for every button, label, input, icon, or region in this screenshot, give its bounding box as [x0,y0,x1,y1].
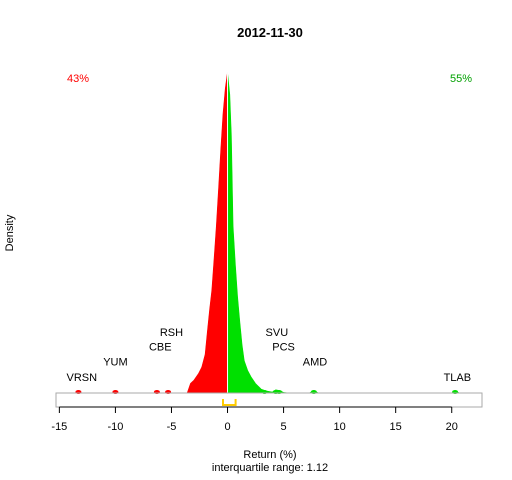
x-tick-label: -10 [107,421,123,433]
stock-label: PCS [272,341,295,353]
x-tick-label: 10 [334,421,346,433]
x-tick-label: -15 [51,421,67,433]
stock-labels: VRSN YUM CBE RSH SVU PCS AMD TLAB [67,327,472,384]
stock-label: CBE [149,341,172,353]
y-axis-label: Density [4,214,16,251]
x-tick-label: 20 [446,421,458,433]
iqr-subtitle: interquartile range: 1.12 [212,462,328,474]
iqr-marker [222,399,237,406]
stock-label: AMD [303,357,328,369]
x-tick-label: 0 [224,421,230,433]
stock-label: YUM [103,357,127,369]
x-tick-label: 15 [390,421,402,433]
stock-label: VRSN [67,372,98,384]
positive-returns-area [227,71,475,394]
stock-label: TLAB [444,372,472,384]
positive-share-label: 55% [450,73,472,85]
x-tick-label: -5 [167,421,177,433]
x-axis: -15 -10 -5 0 5 10 15 20 [51,406,458,433]
plot-frame [55,392,483,408]
x-tick-label: 5 [281,421,287,433]
stock-label: SVU [266,327,289,339]
stock-label: RSH [160,327,183,339]
x-axis-label: Return (%) [243,449,296,461]
negative-share-label: 43% [67,73,89,85]
chart-title: 2012-11-30 [237,25,303,40]
